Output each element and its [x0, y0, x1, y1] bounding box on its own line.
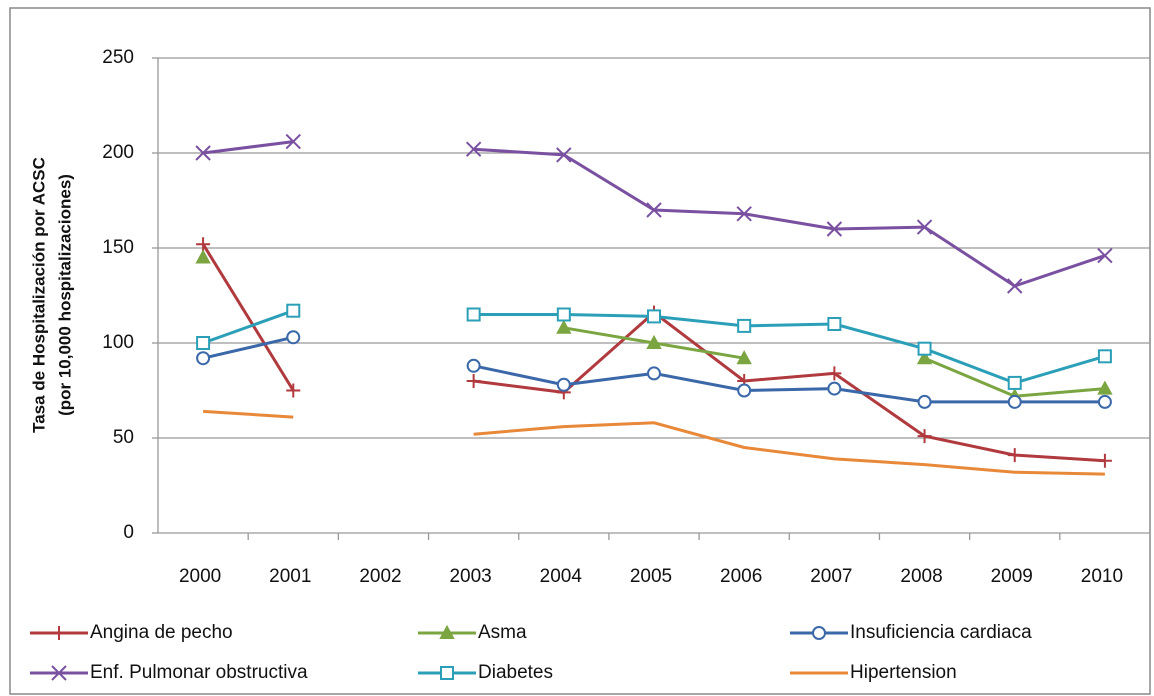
x-tick-label: 2006	[720, 566, 762, 587]
series-line	[202, 140, 1106, 288]
x-tick-label: 2007	[810, 566, 852, 587]
y-tick-label: 100	[102, 332, 134, 353]
marker	[1097, 380, 1113, 395]
marker	[286, 383, 301, 398]
marker	[916, 219, 933, 235]
y-axis-subtitle: (por 10,000 hospitalizaciones)	[55, 174, 74, 416]
marker	[917, 429, 932, 444]
x-tick-label: 2003	[449, 566, 491, 587]
marker	[736, 206, 752, 222]
marker	[1097, 247, 1113, 264]
x-tick-label: 2008	[900, 566, 942, 587]
marker	[286, 303, 301, 318]
marker	[196, 336, 211, 350]
y-tick-label: 200	[102, 142, 134, 163]
marker	[827, 366, 842, 381]
marker	[465, 141, 482, 157]
marker	[1097, 453, 1112, 468]
legend-label: Diabetes	[478, 662, 553, 683]
marker	[646, 334, 662, 349]
marker	[1007, 394, 1022, 409]
y-tick-label: 150	[102, 237, 134, 258]
x-tick-label: 2002	[359, 566, 401, 587]
marker	[812, 626, 826, 640]
marker	[556, 307, 571, 322]
marker	[285, 133, 301, 150]
marker	[556, 319, 572, 334]
marker	[826, 221, 843, 237]
marker	[737, 318, 752, 333]
x-tick-label: 2001	[269, 566, 311, 587]
marker	[646, 202, 662, 218]
y-tick-label: 50	[113, 427, 134, 448]
marker	[556, 147, 572, 163]
legend-label: Insuficiencia cardiaca	[850, 622, 1032, 643]
y-tick-label: 0	[123, 522, 134, 543]
marker	[51, 665, 67, 681]
marker	[466, 374, 481, 388]
x-tick-label: 2004	[540, 566, 583, 587]
series-line	[201, 243, 1106, 463]
x-tick-label: 2009	[991, 566, 1033, 587]
legend-label: Angina de pecho	[90, 622, 233, 643]
x-tick-label: 2005	[630, 566, 672, 587]
marker	[1007, 375, 1022, 390]
marker	[1097, 394, 1112, 409]
marker	[195, 145, 211, 161]
marker	[917, 341, 932, 356]
y-tick-label: 250	[102, 47, 134, 68]
marker	[1097, 349, 1112, 364]
marker	[286, 330, 301, 345]
marker	[916, 350, 933, 365]
x-tick-label: 2000	[179, 566, 221, 587]
marker	[52, 626, 66, 640]
y-axis-title: Tasa de Hospitalización por ACSC	[29, 157, 48, 433]
marker	[736, 350, 752, 365]
marker	[827, 381, 842, 396]
marker	[647, 309, 661, 324]
legend-label: Enf. Pulmonar obstructiva	[90, 662, 308, 683]
marker	[647, 366, 661, 381]
legend-label: Asma	[478, 622, 527, 643]
marker	[195, 249, 211, 264]
marker	[196, 351, 211, 366]
marker	[466, 307, 481, 322]
series-line	[202, 409, 1105, 476]
marker	[737, 383, 752, 398]
marker	[1007, 278, 1023, 294]
marker	[917, 394, 932, 409]
marker	[440, 666, 454, 680]
x-tick-label: 2010	[1081, 566, 1123, 587]
chart-frame	[9, 7, 1151, 695]
marker	[196, 237, 211, 252]
marker	[439, 624, 455, 639]
marker	[466, 358, 481, 373]
marker	[556, 377, 571, 392]
marker	[827, 317, 842, 331]
legend-label: Hipertension	[850, 662, 957, 683]
series-line	[202, 309, 1106, 385]
series-line	[202, 335, 1105, 404]
marker	[1007, 448, 1022, 463]
